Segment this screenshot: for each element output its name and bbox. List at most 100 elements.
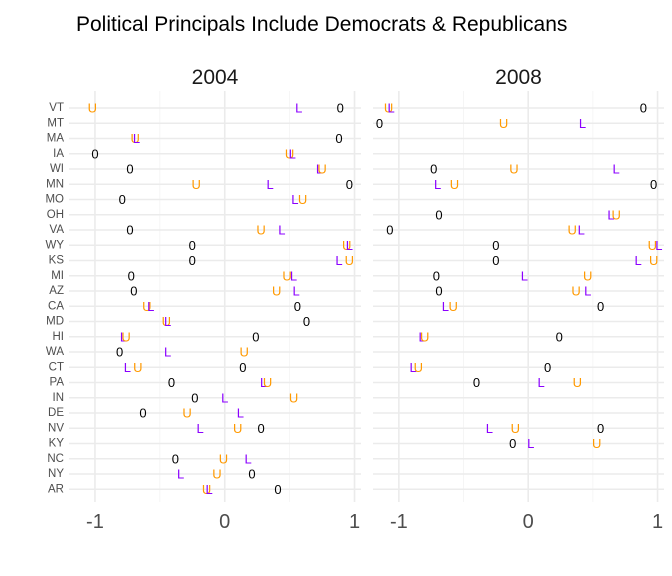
point-hi-zero: 0 bbox=[252, 329, 259, 344]
point-va-l: L bbox=[278, 223, 285, 238]
point-wy-u: U bbox=[342, 238, 351, 253]
point-oh-l: L bbox=[607, 207, 614, 222]
x-tick-label: 1 bbox=[349, 511, 360, 533]
point-ca-u: U bbox=[142, 299, 151, 314]
point-mi-zero: 0 bbox=[128, 268, 135, 283]
point-wa-u: U bbox=[240, 345, 249, 360]
point-mi-u: U bbox=[583, 268, 592, 283]
y-tick-label: OH bbox=[47, 209, 64, 221]
point-mn-u: U bbox=[450, 177, 459, 192]
point-ks-u: U bbox=[649, 253, 658, 268]
point-mo-zero: 0 bbox=[119, 192, 126, 207]
point-wa-l: L bbox=[164, 345, 171, 360]
point-ny-l: L bbox=[177, 467, 184, 482]
point-in-zero: 0 bbox=[191, 390, 198, 405]
point-va-u: U bbox=[567, 223, 576, 238]
point-ma-zero: 0 bbox=[335, 131, 342, 146]
point-in-u: U bbox=[289, 390, 298, 405]
point-ks-l: L bbox=[635, 253, 642, 268]
point-oh-u: U bbox=[611, 207, 620, 222]
y-tick-label: AR bbox=[48, 483, 64, 495]
point-nv-l: L bbox=[196, 421, 203, 436]
point-ma-u: U bbox=[130, 131, 139, 146]
point-vt-u: U bbox=[384, 101, 393, 116]
y-tick-label: NY bbox=[48, 468, 64, 480]
point-ia-zero: 0 bbox=[91, 146, 98, 161]
x-tick-label: 1 bbox=[652, 511, 663, 533]
point-nv-u: U bbox=[511, 421, 520, 436]
point-ks-zero: 0 bbox=[492, 253, 499, 268]
point-ca-l: L bbox=[442, 299, 449, 314]
chart-panels: 2004-1 0 1U L 0UL 00 UL0 LUU L 00 L U0 U L0 UL0 L U0 UL0 U… bbox=[45, 66, 664, 533]
point-pa-l: L bbox=[538, 375, 545, 390]
point-ar-l: L bbox=[206, 482, 213, 497]
point-in-l: L bbox=[221, 390, 228, 405]
y-tick-label: IN bbox=[53, 392, 65, 404]
point-mt-zero: 0 bbox=[376, 116, 383, 131]
point-mo-u: U bbox=[298, 192, 307, 207]
y-tick-label: NC bbox=[47, 453, 64, 465]
x-tick-label: 0 bbox=[219, 511, 230, 533]
point-ct-l: L bbox=[409, 360, 416, 375]
point-nv-u: U bbox=[233, 421, 242, 436]
point-ks-zero: 0 bbox=[189, 253, 196, 268]
point-wy-u: U bbox=[648, 238, 657, 253]
point-wi-l: L bbox=[613, 162, 620, 177]
point-nc-l: L bbox=[244, 451, 251, 466]
point-wi-zero: 0 bbox=[430, 162, 437, 177]
point-ca-u: U bbox=[448, 299, 457, 314]
point-wi-zero: 0 bbox=[126, 162, 133, 177]
point-ca-zero: 0 bbox=[294, 299, 301, 314]
point-az-l: L bbox=[292, 284, 299, 299]
point-wi-u: U bbox=[509, 162, 518, 177]
point-ma-l: L bbox=[133, 131, 140, 146]
y-tick-label: IA bbox=[53, 148, 64, 160]
point-ia-l: L bbox=[289, 146, 296, 161]
point-vt-zero: 0 bbox=[337, 101, 344, 116]
point-az-zero: 0 bbox=[435, 284, 442, 299]
point-ny-u: U bbox=[212, 467, 221, 482]
y-tick-label: MI bbox=[51, 270, 64, 282]
y-axis-labels: VT MT MA IA WI MN MO OH VA WY KS MI AZ CA MD HI WA CT PA IN… bbox=[45, 102, 64, 495]
panel-2008: 2008-1 0 1UL 00 U L0 U LL U 00 LU0 U L0 UL0 L U0 L U0 U LL U… bbox=[373, 66, 664, 533]
panel-title: 2008 bbox=[495, 66, 542, 89]
point-az-l: L bbox=[584, 284, 591, 299]
y-tick-label: WI bbox=[50, 163, 64, 175]
point-wy-l: L bbox=[346, 238, 353, 253]
point-vt-u: U bbox=[88, 101, 97, 116]
point-wy-zero: 0 bbox=[492, 238, 499, 253]
x-tick-label: -1 bbox=[86, 511, 104, 533]
point-de-zero: 0 bbox=[139, 406, 146, 421]
point-va-l: L bbox=[578, 223, 585, 238]
point-hi-l: L bbox=[419, 329, 426, 344]
point-ca-zero: 0 bbox=[597, 299, 604, 314]
point-mn-zero: 0 bbox=[346, 177, 353, 192]
point-ky-u: U bbox=[592, 436, 601, 451]
point-mi-u: U bbox=[282, 268, 291, 283]
y-tick-label: CT bbox=[49, 361, 64, 373]
y-tick-label: WA bbox=[46, 346, 64, 358]
point-mo-l: L bbox=[291, 192, 298, 207]
y-tick-label: MD bbox=[46, 316, 64, 328]
y-tick-label: VA bbox=[50, 224, 65, 236]
point-hi-zero: 0 bbox=[556, 329, 563, 344]
point-wi-l: L bbox=[316, 162, 323, 177]
y-tick-label: KS bbox=[49, 255, 65, 267]
point-nv-zero: 0 bbox=[597, 421, 604, 436]
point-mi-l: L bbox=[521, 268, 528, 283]
point-nv-l: L bbox=[486, 421, 493, 436]
point-ks-l: L bbox=[335, 253, 342, 268]
y-tick-label: MN bbox=[46, 178, 64, 190]
point-mi-zero: 0 bbox=[433, 268, 440, 283]
point-nc-u: U bbox=[219, 451, 228, 466]
y-tick-label: MT bbox=[47, 117, 64, 129]
point-md-u: U bbox=[162, 314, 171, 329]
x-tick-label: 0 bbox=[523, 511, 534, 533]
point-de-l: L bbox=[237, 406, 244, 421]
point-hi-u: U bbox=[121, 329, 130, 344]
point-ct-zero: 0 bbox=[239, 360, 246, 375]
point-pa-u: U bbox=[573, 375, 582, 390]
y-tick-label: VT bbox=[49, 102, 64, 114]
point-mn-l: L bbox=[434, 177, 441, 192]
